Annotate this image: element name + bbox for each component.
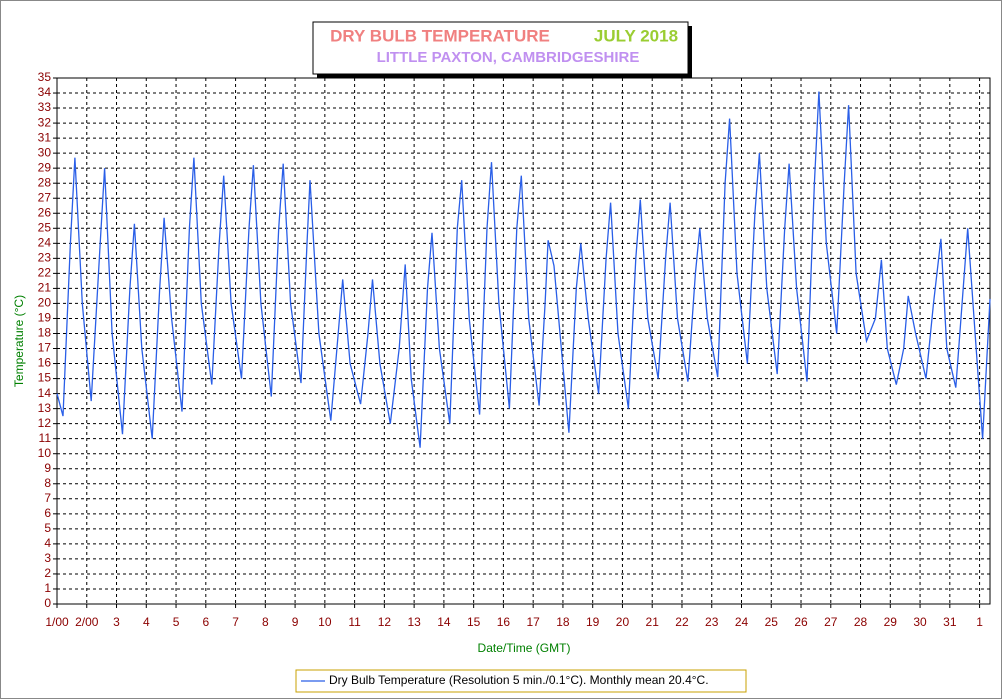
y-tick-label: 30 bbox=[38, 145, 52, 159]
y-tick-label: 16 bbox=[38, 356, 52, 370]
y-axis-label: Temperature (°C) bbox=[12, 295, 26, 387]
x-tick-label: 2/00 bbox=[75, 615, 99, 629]
y-tick-label: 15 bbox=[38, 371, 52, 385]
x-tick-label: 1/00 bbox=[45, 615, 69, 629]
y-tick-label: 19 bbox=[38, 311, 52, 325]
x-tick-label: 19 bbox=[586, 615, 600, 629]
x-tick-label: 23 bbox=[705, 615, 719, 629]
x-tick-label: 31 bbox=[943, 615, 957, 629]
y-tick-label: 10 bbox=[38, 446, 52, 460]
plot-area bbox=[56, 77, 991, 605]
x-tick-label: 17 bbox=[526, 615, 540, 629]
legend-box bbox=[295, 669, 747, 693]
y-tick-label: 0 bbox=[44, 596, 51, 610]
y-tick-label: 2 bbox=[44, 566, 51, 580]
x-tick-label: 14 bbox=[437, 615, 451, 629]
y-tick-label: 34 bbox=[38, 85, 52, 99]
x-axis-label: Date/Time (GMT) bbox=[478, 641, 571, 655]
y-tick-label: 6 bbox=[44, 506, 51, 520]
x-tick-label: 11 bbox=[348, 615, 361, 629]
x-tick-label: 21 bbox=[646, 615, 660, 629]
legend-label: Dry Bulb Temperature (Resolution 5 min./… bbox=[329, 673, 709, 687]
y-tick-label: 21 bbox=[38, 281, 52, 295]
y-tick-label: 7 bbox=[44, 491, 51, 505]
chart-title: DRY BULB TEMPERATURE bbox=[330, 26, 550, 45]
x-tick-label: 29 bbox=[884, 615, 898, 629]
x-tick-label: 18 bbox=[556, 615, 570, 629]
y-tick-label: 11 bbox=[39, 431, 52, 445]
y-tick-label: 14 bbox=[38, 386, 52, 400]
y-tick-label: 17 bbox=[38, 341, 52, 355]
y-tick-label: 31 bbox=[38, 130, 52, 144]
x-tick-label: 6 bbox=[202, 615, 209, 629]
y-tick-label: 35 bbox=[38, 70, 52, 84]
y-tick-label: 12 bbox=[38, 416, 52, 430]
x-tick-label: 13 bbox=[407, 615, 421, 629]
x-tick-label: 16 bbox=[497, 615, 511, 629]
chart-subtitle: LITTLE PAXTON, CAMBRIDGESHIRE bbox=[377, 49, 640, 66]
x-tick-label: 22 bbox=[675, 615, 689, 629]
x-tick-label: 27 bbox=[824, 615, 838, 629]
x-tick-label: 9 bbox=[292, 615, 299, 629]
x-tick-label: 12 bbox=[378, 615, 392, 629]
x-tick-label: 10 bbox=[318, 615, 332, 629]
x-tick-label: 4 bbox=[143, 615, 150, 629]
x-tick-label: 24 bbox=[735, 615, 749, 629]
x-tick-label: 28 bbox=[854, 615, 868, 629]
y-tick-label: 32 bbox=[38, 115, 52, 129]
x-tick-label: 26 bbox=[794, 615, 808, 629]
y-tick-label: 29 bbox=[38, 160, 52, 174]
series-line bbox=[56, 91, 991, 448]
y-tick-label: 8 bbox=[44, 476, 51, 490]
x-tick-label: 7 bbox=[232, 615, 239, 629]
x-tick-label: 20 bbox=[616, 615, 630, 629]
x-tick-label: 25 bbox=[765, 615, 779, 629]
x-tick-label: 3 bbox=[113, 615, 120, 629]
x-tick-label: 15 bbox=[467, 615, 481, 629]
title-box bbox=[312, 21, 689, 75]
y-tick-label: 24 bbox=[38, 235, 52, 249]
y-tick-label: 20 bbox=[38, 296, 52, 310]
y-tick-label: 18 bbox=[38, 326, 52, 340]
y-tick-label: 4 bbox=[44, 536, 51, 550]
x-tick-label: 5 bbox=[173, 615, 180, 629]
y-tick-label: 28 bbox=[38, 175, 52, 189]
y-tick-label: 27 bbox=[38, 190, 52, 204]
x-tick-label: 1 bbox=[976, 615, 983, 629]
y-tick-label: 1 bbox=[44, 581, 51, 595]
y-tick-label: 26 bbox=[38, 205, 52, 219]
y-tick-label: 22 bbox=[38, 266, 52, 280]
y-tick-label: 5 bbox=[44, 521, 51, 535]
y-tick-label: 9 bbox=[44, 461, 51, 475]
y-tick-label: 13 bbox=[38, 401, 52, 415]
y-tick-label: 33 bbox=[38, 100, 52, 114]
y-tick-label: 3 bbox=[44, 551, 51, 565]
x-tick-label: 8 bbox=[262, 615, 269, 629]
y-tick-label: 23 bbox=[38, 251, 52, 265]
x-tick-label: 30 bbox=[913, 615, 927, 629]
y-tick-label: 25 bbox=[38, 220, 52, 234]
chart-title-month: JULY 2018 bbox=[594, 26, 678, 45]
